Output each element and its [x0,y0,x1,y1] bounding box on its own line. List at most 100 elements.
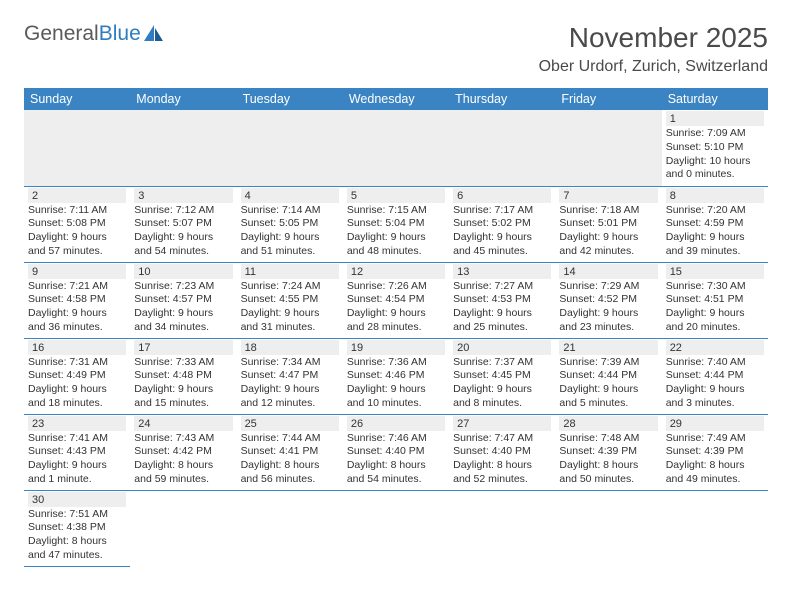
calendar-cell: 2Sunrise: 7:11 AMSunset: 5:08 PMDaylight… [24,186,130,262]
location: Ober Urdorf, Zurich, Switzerland [539,58,768,76]
logo-sail-icon [143,24,165,42]
day-number: 7 [559,188,657,203]
sunrise-line: Sunrise: 7:41 AM [28,432,126,446]
calendar-cell: 27Sunrise: 7:47 AMSunset: 4:40 PMDayligh… [449,414,555,490]
calendar-cell [449,110,555,186]
day-number: 9 [28,264,126,279]
weekday-header: Wednesday [343,88,449,110]
daylight-line: Daylight: 8 hours and 47 minutes. [28,535,126,562]
calendar-cell [237,490,343,566]
day-number: 6 [453,188,551,203]
day-number: 28 [559,416,657,431]
calendar-cell: 17Sunrise: 7:33 AMSunset: 4:48 PMDayligh… [130,338,236,414]
calendar-cell: 1Sunrise: 7:09 AMSunset: 5:10 PMDaylight… [662,110,768,186]
calendar-cell: 23Sunrise: 7:41 AMSunset: 4:43 PMDayligh… [24,414,130,490]
day-details: Sunrise: 7:09 AMSunset: 5:10 PMDaylight:… [666,126,764,182]
daylight-line: Daylight: 9 hours and 15 minutes. [134,383,232,410]
day-details: Sunrise: 7:30 AMSunset: 4:51 PMDaylight:… [666,279,764,335]
header: GeneralBlue November 2025 Ober Urdorf, Z… [24,22,768,76]
sunrise-line: Sunrise: 7:46 AM [347,432,445,446]
day-details: Sunrise: 7:15 AMSunset: 5:04 PMDaylight:… [347,203,445,259]
sunrise-line: Sunrise: 7:44 AM [241,432,339,446]
day-number: 5 [347,188,445,203]
sunrise-line: Sunrise: 7:43 AM [134,432,232,446]
calendar-head: SundayMondayTuesdayWednesdayThursdayFrid… [24,88,768,110]
weekday-header: Saturday [662,88,768,110]
sunrise-line: Sunrise: 7:36 AM [347,356,445,370]
day-number: 20 [453,340,551,355]
calendar-cell: 18Sunrise: 7:34 AMSunset: 4:47 PMDayligh… [237,338,343,414]
daylight-line: Daylight: 9 hours and 34 minutes. [134,307,232,334]
sunrise-line: Sunrise: 7:24 AM [241,280,339,294]
calendar-cell [130,490,236,566]
day-number: 14 [559,264,657,279]
sunset-line: Sunset: 4:57 PM [134,293,232,307]
day-details: Sunrise: 7:33 AMSunset: 4:48 PMDaylight:… [134,355,232,411]
calendar-cell: 29Sunrise: 7:49 AMSunset: 4:39 PMDayligh… [662,414,768,490]
day-number: 13 [453,264,551,279]
day-number: 18 [241,340,339,355]
day-details: Sunrise: 7:12 AMSunset: 5:07 PMDaylight:… [134,203,232,259]
sunset-line: Sunset: 5:04 PM [347,217,445,231]
daylight-line: Daylight: 8 hours and 56 minutes. [241,459,339,486]
sunrise-line: Sunrise: 7:51 AM [28,508,126,522]
day-number: 17 [134,340,232,355]
daylight-line: Daylight: 9 hours and 51 minutes. [241,231,339,258]
day-details: Sunrise: 7:43 AMSunset: 4:42 PMDaylight:… [134,431,232,487]
calendar-cell: 5Sunrise: 7:15 AMSunset: 5:04 PMDaylight… [343,186,449,262]
sunset-line: Sunset: 4:39 PM [666,445,764,459]
sunset-line: Sunset: 4:38 PM [28,521,126,535]
day-details: Sunrise: 7:31 AMSunset: 4:49 PMDaylight:… [28,355,126,411]
calendar-cell: 11Sunrise: 7:24 AMSunset: 4:55 PMDayligh… [237,262,343,338]
daylight-line: Daylight: 9 hours and 31 minutes. [241,307,339,334]
day-number: 30 [28,492,126,507]
day-number: 11 [241,264,339,279]
calendar-cell: 12Sunrise: 7:26 AMSunset: 4:54 PMDayligh… [343,262,449,338]
calendar-cell: 26Sunrise: 7:46 AMSunset: 4:40 PMDayligh… [343,414,449,490]
daylight-line: Daylight: 9 hours and 42 minutes. [559,231,657,258]
calendar-cell [237,110,343,186]
day-number: 1 [666,111,764,126]
daylight-line: Daylight: 9 hours and 39 minutes. [666,231,764,258]
daylight-line: Daylight: 9 hours and 57 minutes. [28,231,126,258]
title-block: November 2025 Ober Urdorf, Zurich, Switz… [539,22,768,76]
day-number: 2 [28,188,126,203]
sunrise-line: Sunrise: 7:33 AM [134,356,232,370]
sunset-line: Sunset: 4:51 PM [666,293,764,307]
sunrise-line: Sunrise: 7:34 AM [241,356,339,370]
calendar-cell [130,110,236,186]
day-details: Sunrise: 7:24 AMSunset: 4:55 PMDaylight:… [241,279,339,335]
sunset-line: Sunset: 4:48 PM [134,369,232,383]
day-number: 22 [666,340,764,355]
sunset-line: Sunset: 5:01 PM [559,217,657,231]
sunset-line: Sunset: 4:39 PM [559,445,657,459]
day-number: 19 [347,340,445,355]
daylight-line: Daylight: 8 hours and 50 minutes. [559,459,657,486]
day-details: Sunrise: 7:11 AMSunset: 5:08 PMDaylight:… [28,203,126,259]
sunrise-line: Sunrise: 7:11 AM [28,204,126,218]
day-details: Sunrise: 7:51 AMSunset: 4:38 PMDaylight:… [28,507,126,563]
day-number: 27 [453,416,551,431]
calendar-cell: 6Sunrise: 7:17 AMSunset: 5:02 PMDaylight… [449,186,555,262]
daylight-line: Daylight: 9 hours and 1 minute. [28,459,126,486]
calendar-cell: 20Sunrise: 7:37 AMSunset: 4:45 PMDayligh… [449,338,555,414]
day-details: Sunrise: 7:37 AMSunset: 4:45 PMDaylight:… [453,355,551,411]
day-number: 24 [134,416,232,431]
day-number: 8 [666,188,764,203]
sunset-line: Sunset: 5:05 PM [241,217,339,231]
daylight-line: Daylight: 8 hours and 52 minutes. [453,459,551,486]
calendar-cell [24,110,130,186]
daylight-line: Daylight: 9 hours and 36 minutes. [28,307,126,334]
calendar-cell: 9Sunrise: 7:21 AMSunset: 4:58 PMDaylight… [24,262,130,338]
day-number: 4 [241,188,339,203]
calendar-cell [555,490,661,566]
calendar-cell [449,490,555,566]
calendar-cell [343,490,449,566]
day-number: 16 [28,340,126,355]
daylight-line: Daylight: 9 hours and 20 minutes. [666,307,764,334]
calendar-cell: 25Sunrise: 7:44 AMSunset: 4:41 PMDayligh… [237,414,343,490]
day-number: 15 [666,264,764,279]
daylight-line: Daylight: 9 hours and 10 minutes. [347,383,445,410]
daylight-line: Daylight: 9 hours and 25 minutes. [453,307,551,334]
sunset-line: Sunset: 4:42 PM [134,445,232,459]
